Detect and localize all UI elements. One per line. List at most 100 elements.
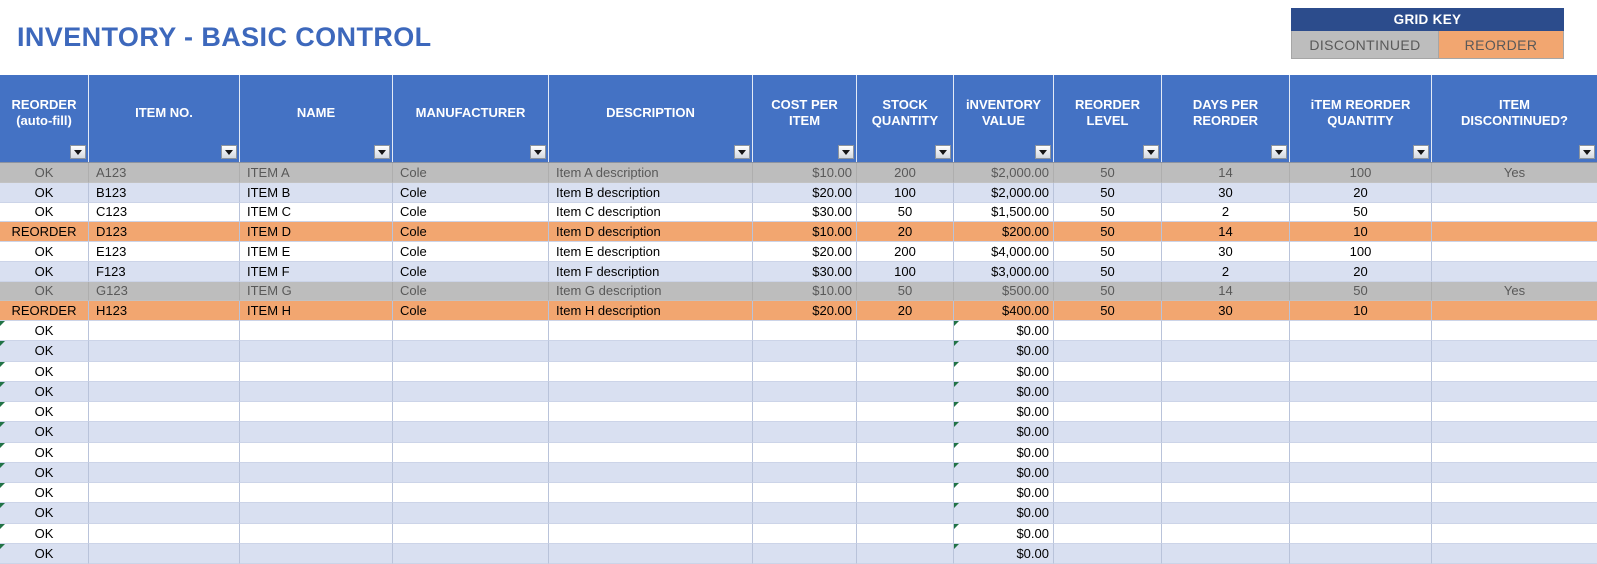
cell-item_discontinued[interactable] xyxy=(1432,463,1597,483)
cell-cost_per_item[interactable] xyxy=(753,402,857,423)
cell-manufacturer[interactable] xyxy=(393,543,549,564)
cell-reorder_level[interactable] xyxy=(1054,442,1162,463)
cell-item_discontinued[interactable] xyxy=(1432,242,1597,262)
cell-inventory_value[interactable]: $0.00 xyxy=(954,361,1054,382)
cell-manufacturer[interactable] xyxy=(393,361,549,382)
cell-cost_per_item[interactable] xyxy=(753,321,857,342)
cell-item_no[interactable] xyxy=(89,462,240,483)
cell-inventory_value[interactable]: $0.00 xyxy=(954,523,1054,544)
cell-stock_quantity[interactable] xyxy=(857,462,954,483)
cell-inventory_value[interactable]: $200.00 xyxy=(954,222,1054,242)
cell-description[interactable]: Item C description xyxy=(549,202,753,223)
cell-description[interactable]: Item F description xyxy=(549,261,753,282)
cell-item_reorder_quantity[interactable] xyxy=(1290,361,1432,382)
cell-manufacturer[interactable] xyxy=(393,523,549,544)
cell-days_per_reorder[interactable]: 30 xyxy=(1162,242,1290,262)
cell-manufacturer[interactable]: Cole xyxy=(393,242,549,262)
cell-item_reorder_quantity[interactable] xyxy=(1290,503,1432,524)
cell-stock_quantity[interactable]: 50 xyxy=(857,281,954,302)
cell-inventory_value[interactable]: $400.00 xyxy=(954,301,1054,321)
filter-button-item_reorder_quantity[interactable] xyxy=(1413,145,1429,159)
filter-button-stock_quantity[interactable] xyxy=(935,145,951,159)
cell-status[interactable]: OK xyxy=(0,381,89,402)
cell-description[interactable]: Item E description xyxy=(549,242,753,262)
cell-days_per_reorder[interactable]: 30 xyxy=(1162,301,1290,321)
cell-description[interactable] xyxy=(549,321,753,342)
cell-item_no[interactable]: C123 xyxy=(89,202,240,223)
cell-reorder_level[interactable]: 50 xyxy=(1054,301,1162,321)
cell-days_per_reorder[interactable]: 2 xyxy=(1162,202,1290,223)
cell-days_per_reorder[interactable] xyxy=(1162,341,1290,362)
cell-item_discontinued[interactable] xyxy=(1432,301,1597,321)
cell-item_reorder_quantity[interactable] xyxy=(1290,483,1432,504)
cell-name[interactable]: ITEM G xyxy=(240,281,393,302)
cell-inventory_value[interactable]: $0.00 xyxy=(954,462,1054,483)
cell-stock_quantity[interactable] xyxy=(857,402,954,423)
cell-name[interactable]: ITEM H xyxy=(240,301,393,321)
cell-item_no[interactable]: F123 xyxy=(89,261,240,282)
cell-status[interactable]: OK xyxy=(0,281,89,302)
cell-status[interactable]: OK xyxy=(0,242,89,262)
cell-status[interactable]: OK xyxy=(0,523,89,544)
cell-stock_quantity[interactable] xyxy=(857,381,954,402)
cell-stock_quantity[interactable] xyxy=(857,321,954,342)
cell-manufacturer[interactable]: Cole xyxy=(393,163,549,183)
cell-item_no[interactable] xyxy=(89,402,240,423)
cell-description[interactable] xyxy=(549,381,753,402)
cell-days_per_reorder[interactable]: 2 xyxy=(1162,261,1290,282)
cell-inventory_value[interactable]: $500.00 xyxy=(954,281,1054,302)
cell-stock_quantity[interactable]: 100 xyxy=(857,261,954,282)
cell-name[interactable] xyxy=(240,422,393,443)
cell-name[interactable] xyxy=(240,483,393,504)
cell-days_per_reorder[interactable]: 14 xyxy=(1162,222,1290,242)
cell-item_reorder_quantity[interactable]: 100 xyxy=(1290,242,1432,262)
filter-button-description[interactable] xyxy=(734,145,750,159)
cell-cost_per_item[interactable] xyxy=(753,543,857,564)
cell-item_discontinued[interactable] xyxy=(1432,483,1597,504)
cell-reorder_level[interactable]: 50 xyxy=(1054,261,1162,282)
cell-item_discontinued[interactable] xyxy=(1432,262,1597,282)
cell-cost_per_item[interactable] xyxy=(753,462,857,483)
cell-item_discontinued[interactable] xyxy=(1432,443,1597,463)
cell-description[interactable] xyxy=(549,361,753,382)
cell-name[interactable]: ITEM D xyxy=(240,222,393,242)
cell-name[interactable] xyxy=(240,543,393,564)
cell-inventory_value[interactable]: $2,000.00 xyxy=(954,182,1054,203)
cell-description[interactable]: Item D description xyxy=(549,222,753,242)
cell-manufacturer[interactable] xyxy=(393,483,549,504)
cell-inventory_value[interactable]: $0.00 xyxy=(954,442,1054,463)
cell-item_reorder_quantity[interactable]: 20 xyxy=(1290,261,1432,282)
cell-cost_per_item[interactable] xyxy=(753,361,857,382)
cell-item_reorder_quantity[interactable]: 10 xyxy=(1290,301,1432,321)
cell-inventory_value[interactable]: $0.00 xyxy=(954,483,1054,504)
cell-days_per_reorder[interactable]: 14 xyxy=(1162,163,1290,183)
cell-item_reorder_quantity[interactable]: 20 xyxy=(1290,182,1432,203)
cell-reorder_level[interactable] xyxy=(1054,321,1162,342)
cell-item_discontinued[interactable] xyxy=(1432,422,1597,443)
cell-cost_per_item[interactable] xyxy=(753,503,857,524)
cell-stock_quantity[interactable] xyxy=(857,361,954,382)
cell-cost_per_item[interactable] xyxy=(753,341,857,362)
cell-cost_per_item[interactable] xyxy=(753,422,857,443)
cell-status[interactable]: REORDER xyxy=(0,222,89,242)
cell-item_no[interactable]: H123 xyxy=(89,301,240,321)
cell-days_per_reorder[interactable] xyxy=(1162,503,1290,524)
cell-reorder_level[interactable] xyxy=(1054,341,1162,362)
cell-cost_per_item[interactable]: $20.00 xyxy=(753,182,857,203)
cell-description[interactable] xyxy=(549,523,753,544)
cell-cost_per_item[interactable]: $10.00 xyxy=(753,281,857,302)
cell-item_discontinued[interactable]: Yes xyxy=(1432,282,1597,302)
cell-description[interactable] xyxy=(549,422,753,443)
cell-item_no[interactable] xyxy=(89,523,240,544)
cell-stock_quantity[interactable]: 20 xyxy=(857,222,954,242)
cell-item_reorder_quantity[interactable] xyxy=(1290,341,1432,362)
cell-manufacturer[interactable] xyxy=(393,402,549,423)
cell-reorder_level[interactable]: 50 xyxy=(1054,222,1162,242)
cell-manufacturer[interactable] xyxy=(393,321,549,342)
cell-days_per_reorder[interactable] xyxy=(1162,462,1290,483)
cell-days_per_reorder[interactable]: 14 xyxy=(1162,281,1290,302)
cell-item_reorder_quantity[interactable] xyxy=(1290,321,1432,342)
cell-days_per_reorder[interactable] xyxy=(1162,361,1290,382)
cell-days_per_reorder[interactable] xyxy=(1162,543,1290,564)
cell-days_per_reorder[interactable] xyxy=(1162,381,1290,402)
